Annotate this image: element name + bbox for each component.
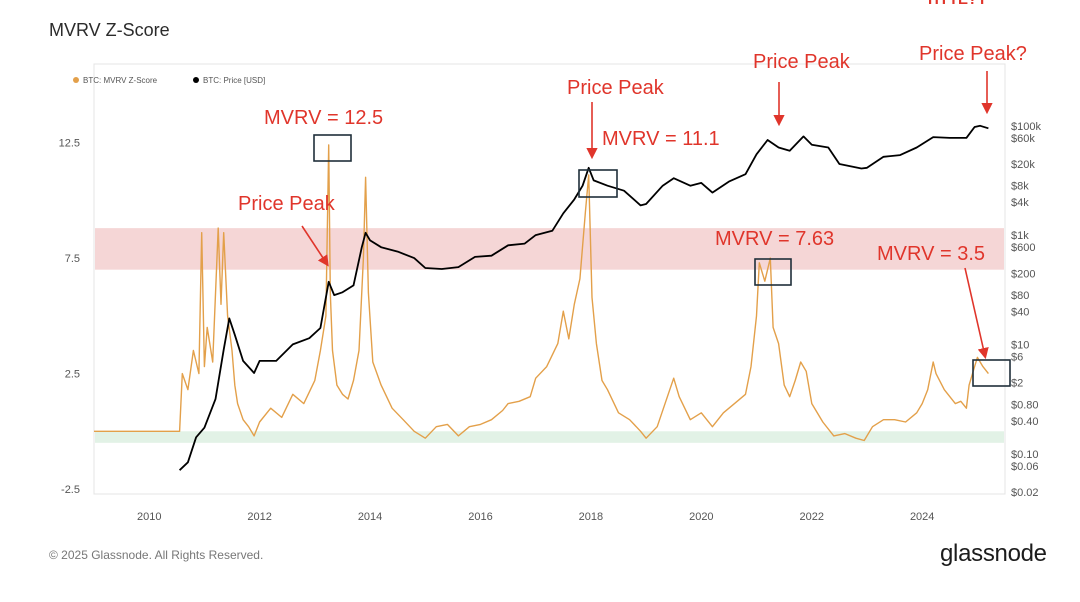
annot-mvrv-12-5: MVRV = 12.5 <box>264 107 383 129</box>
right-tick-label: $0.40 <box>1011 416 1039 428</box>
annot-peak-2017: Price Peak <box>567 77 665 99</box>
x-tick-label: 2010 <box>137 511 161 523</box>
legend: BTC: MVRV Z-Score BTC: Price [USD] <box>73 76 265 85</box>
right-tick-label: $20k <box>1011 159 1035 171</box>
right-tick-label: $2 <box>1011 378 1023 390</box>
left-tick-label: 12.5 <box>59 138 80 150</box>
plot-area <box>93 63 1006 495</box>
annot-peak-2021: Price Peak <box>753 51 851 73</box>
copyright: © 2025 Glassnode. All Rights Reserved. <box>49 548 264 562</box>
box-mvrv-7-63 <box>754 258 792 286</box>
right-tick-label: $6 <box>1011 352 1023 364</box>
right-tick-label: $0.06 <box>1011 461 1039 473</box>
right-axis: $100k$60k$20k$8k$4k$1k$600$200$80$40$10$… <box>1011 121 1041 499</box>
legend-label-price: BTC: Price [USD] <box>203 76 265 85</box>
x-tick-label: 2018 <box>579 511 603 523</box>
brand-logo: glassnode <box>940 540 1047 567</box>
annotation-boxes <box>313 134 1011 387</box>
annot-peak-2025: Price Peak? <box>919 43 1027 65</box>
arrow-2013-peak <box>301 225 329 267</box>
annot-peak-2013: Price Peak <box>238 193 336 215</box>
annotation-texts: MVRV = 12.5 Price Peak Price Peak MVRV =… <box>238 43 1027 265</box>
right-tick-label: $80 <box>1011 290 1029 302</box>
x-axis: 2010 2012 2014 2016 2018 2020 2022 2024 <box>137 511 934 523</box>
x-tick-label: 2020 <box>689 511 713 523</box>
band-undervalued <box>95 431 1004 443</box>
series-mvrv-zscore <box>94 144 989 442</box>
x-tick-label: 2024 <box>910 511 934 523</box>
annotation-arrows <box>301 71 993 360</box>
x-tick-label: 2014 <box>358 511 382 523</box>
x-tick-label: 2016 <box>468 511 492 523</box>
annot-mvrv-7-63: MVRV = 7.63 <box>715 228 834 250</box>
right-tick-label: $600 <box>1011 242 1035 254</box>
x-tick-label: 2012 <box>247 511 271 523</box>
left-tick-label: 2.5 <box>65 369 80 381</box>
right-tick-label: $200 <box>1011 268 1035 280</box>
annot-mvrv-11-1: MVRV = 11.1 <box>602 128 720 150</box>
bands-layer <box>95 228 1004 443</box>
chart-title: MVRV Z-Score <box>49 20 170 40</box>
x-tick-label: 2022 <box>800 511 824 523</box>
right-tick-label: $0.10 <box>1011 449 1039 461</box>
right-tick-label: $4k <box>1011 197 1029 209</box>
right-tick-label: $1k <box>1011 230 1029 242</box>
series-btc-price <box>178 124 989 471</box>
left-axis: 12.5 7.5 2.5 -2.5 <box>59 138 80 496</box>
arrow-mvrv-3-5 <box>964 267 989 360</box>
left-tick-label: 7.5 <box>65 253 80 265</box>
right-tick-label: $60k <box>1011 133 1035 145</box>
right-tick-label: $0.02 <box>1011 487 1039 499</box>
right-tick-label: $40 <box>1011 307 1029 319</box>
series-layer <box>94 124 989 471</box>
band-overvalued <box>95 228 1004 270</box>
box-mvrv-12-5 <box>313 134 352 162</box>
legend-label-zscore: BTC: MVRV Z-Score <box>83 76 158 85</box>
legend-swatch-price <box>193 77 199 83</box>
legend-swatch-zscore <box>73 77 79 83</box>
left-tick-label: -2.5 <box>61 484 80 496</box>
right-tick-label: $100k <box>1011 121 1041 133</box>
annot-mvrv-3-5: MVRV = 3.5 <box>877 243 985 265</box>
cropped-header-text: HYTE?Y <box>928 0 987 8</box>
right-tick-label: $0.80 <box>1011 399 1039 411</box>
right-tick-label: $10 <box>1011 339 1029 351</box>
box-mvrv-3-5 <box>972 359 1011 387</box>
box-mvrv-11-1 <box>578 169 618 198</box>
right-tick-label: $8k <box>1011 181 1029 193</box>
